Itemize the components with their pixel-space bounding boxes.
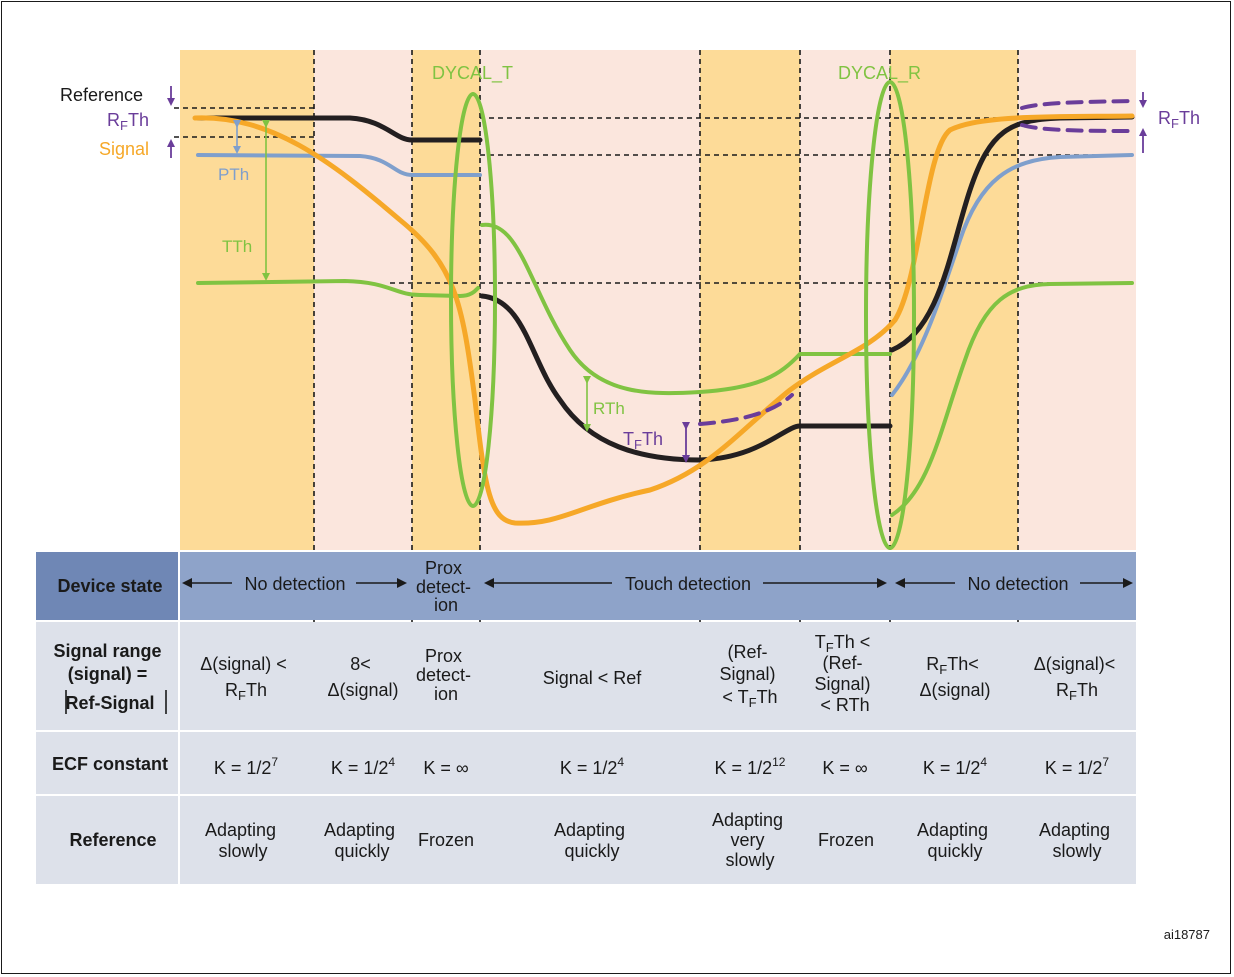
reference-header: Reference bbox=[69, 830, 156, 850]
rfth-label: RFTh bbox=[107, 110, 149, 133]
range-cell-6: TFTh < (Ref- Signal) < RTh bbox=[814, 632, 875, 715]
reference-curve bbox=[195, 115, 483, 143]
proximity-threshold-curve bbox=[196, 153, 482, 177]
ecf-cell-6: K = ∞ bbox=[822, 758, 868, 778]
phase-band-prox-frozen bbox=[412, 50, 480, 550]
plot-labels: Reference RFTh Signal PTh TTh DYCAL_T DY… bbox=[60, 63, 1200, 452]
signal-curve bbox=[192, 113, 1135, 526]
tfth-label: TFTh bbox=[623, 429, 663, 452]
range-cell-8: Δ(signal)< RFTh bbox=[1034, 654, 1121, 703]
rfth-band-lower-dashed bbox=[1020, 123, 1134, 133]
rth-label: RTh bbox=[593, 399, 625, 418]
state-row-header bbox=[36, 552, 178, 620]
range-cell-5: (Ref- Signal) < TFTh bbox=[719, 642, 780, 710]
range-header: Signal range (signal) = Ref-Signal bbox=[53, 641, 166, 713]
curves bbox=[192, 80, 1135, 550]
phase-band-adapting-quickly bbox=[314, 50, 412, 550]
threshold-guides bbox=[174, 107, 1136, 284]
dycal-t-label: DYCAL_T bbox=[432, 63, 513, 84]
ecf-cell-2: K = 1/24 bbox=[331, 755, 396, 778]
phase-band-release-quick bbox=[890, 50, 1018, 550]
reference-cell-6: Frozen bbox=[818, 830, 874, 850]
phase-band-touch-quick bbox=[480, 50, 700, 550]
pth-label: PTh bbox=[218, 165, 249, 184]
state-row bbox=[36, 552, 1136, 620]
rfth-band-upper-dashed bbox=[1020, 99, 1134, 110]
reference-cell-3: Frozen bbox=[418, 830, 474, 850]
ecf-cell-5: K = 1/212 bbox=[715, 755, 786, 778]
range-cell-2: 8< Δ(signal) bbox=[327, 654, 398, 700]
state-no-detection-2: No detection bbox=[967, 574, 1068, 594]
ecf-cell-1: K = 1/27 bbox=[214, 755, 279, 778]
state-touch-detection: Touch detection bbox=[625, 574, 751, 594]
ecf-cell-8: K = 1/27 bbox=[1045, 755, 1110, 778]
reference-row bbox=[36, 796, 1136, 884]
ecf-header: ECF constant bbox=[52, 754, 168, 774]
proximity-threshold-curve-2 bbox=[890, 153, 1134, 397]
dycal-r-ellipse bbox=[864, 80, 916, 550]
reference-curve-2 bbox=[479, 293, 893, 463]
ecf-cell-7: K = 1/24 bbox=[923, 755, 988, 778]
signal-label: Signal bbox=[99, 139, 149, 159]
phase-band-very-slow bbox=[700, 50, 800, 550]
reference-frozen-dashed bbox=[698, 393, 794, 426]
ecf-row bbox=[36, 732, 1136, 794]
range-row bbox=[36, 622, 1136, 730]
release-threshold-curve bbox=[480, 222, 892, 396]
touch-threshold-curve bbox=[196, 278, 480, 299]
state-prox-detection: Prox detect- ion bbox=[416, 558, 476, 615]
dycal-r-label: DYCAL_R bbox=[838, 63, 921, 84]
range-cell-4: Signal < Ref bbox=[543, 668, 643, 688]
threshold-arrows bbox=[167, 86, 1147, 463]
reference-cell-8: Adapting slowly bbox=[1039, 820, 1115, 861]
dycal-t-ellipse bbox=[449, 92, 497, 508]
phase-band-release-slow bbox=[1018, 50, 1136, 550]
state-no-detection-1: No detection bbox=[244, 574, 345, 594]
ecf-cell-3: K = ∞ bbox=[423, 758, 469, 778]
range-cell-7: RFTh< Δ(signal) bbox=[919, 654, 990, 700]
state-header: Device state bbox=[57, 576, 162, 596]
range-cell-3: Prox detect- ion bbox=[416, 646, 476, 704]
release-threshold-curve-2 bbox=[890, 281, 1134, 517]
reference-cell-2: Adapting quickly bbox=[324, 820, 400, 861]
reference-cell-7: Adapting quickly bbox=[917, 820, 993, 861]
state-table: Device state Signal range (signal) = Ref… bbox=[36, 552, 1136, 884]
reference-curve-3 bbox=[889, 114, 1135, 353]
tth-label: TTh bbox=[222, 237, 252, 256]
ecf-cell-4: K = 1/24 bbox=[560, 755, 625, 778]
reference-cell-4: Adapting quickly bbox=[554, 820, 630, 861]
rfth-right-label: RFTh bbox=[1158, 108, 1200, 131]
reference-label: Reference bbox=[60, 85, 143, 105]
phase-band-adapting-slowly bbox=[180, 50, 314, 550]
figure-id: ai18787 bbox=[1164, 927, 1210, 942]
range-cell-1: Δ(signal) < RFTh bbox=[200, 654, 292, 703]
phase-bands bbox=[180, 50, 1136, 550]
reference-cell-1: Adapting slowly bbox=[205, 820, 281, 861]
reference-cell-5: Adapting very slowly bbox=[712, 810, 788, 870]
